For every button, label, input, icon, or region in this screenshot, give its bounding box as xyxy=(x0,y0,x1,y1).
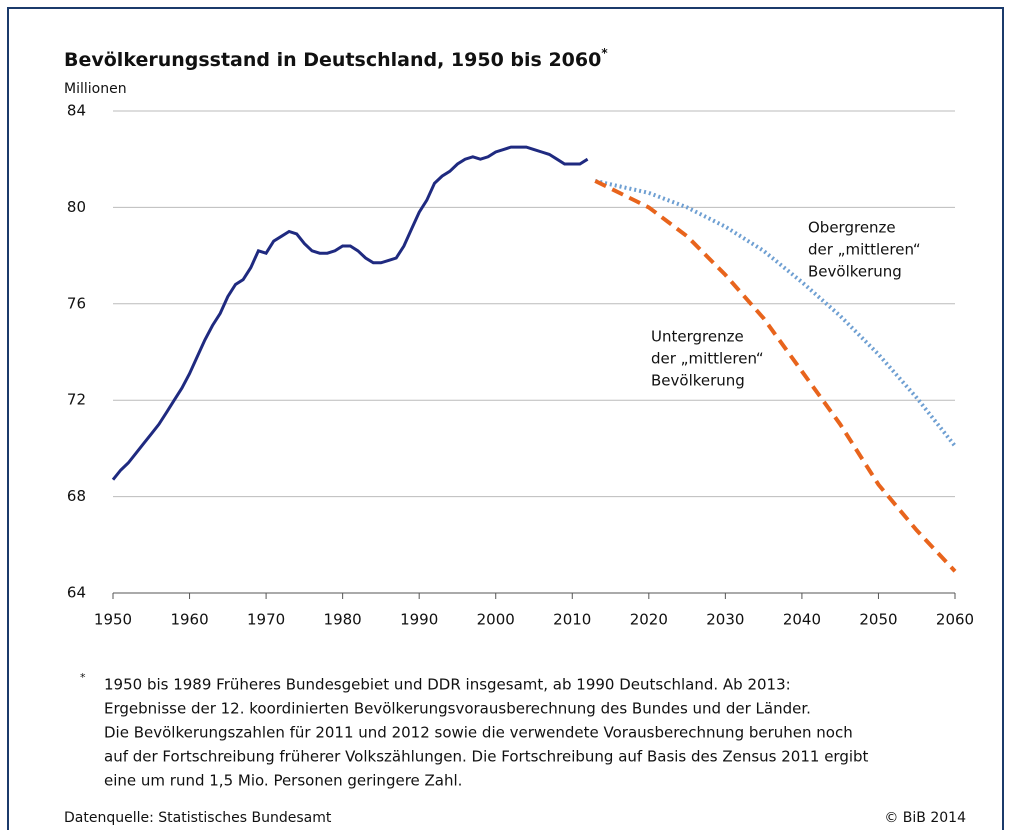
annotation: Obergrenze xyxy=(808,219,896,237)
x-tick-label: 2010 xyxy=(553,611,591,629)
x-tick-label: 2040 xyxy=(783,611,821,629)
x-tick-label: 2020 xyxy=(630,611,668,629)
source: Datenquelle: Statistisches Bundesamt xyxy=(64,810,332,826)
chart-title: Bevölkerungsstand in Deutschland, 1950 b… xyxy=(64,46,608,71)
annotation: Bevölkerung xyxy=(651,372,745,390)
title-text: Bevölkerungsstand in Deutschland, 1950 b… xyxy=(64,49,601,71)
series-line xyxy=(111,145,589,481)
series-line xyxy=(594,179,957,573)
x-tick-label: 1950 xyxy=(94,611,132,629)
x-tick-label: 2030 xyxy=(706,611,744,629)
y-tick-label: 76 xyxy=(67,294,86,312)
y-tick-label: 84 xyxy=(67,102,86,120)
footnote-line: 1950 bis 1989 Früheres Bundesgebiet und … xyxy=(104,676,791,694)
annotation: Bevölkerung xyxy=(808,263,902,281)
footnote-mark: * xyxy=(80,671,86,684)
x-tick-label: 1970 xyxy=(247,611,285,629)
x-tick-label: 1960 xyxy=(170,611,208,629)
x-tick-label: 2000 xyxy=(477,611,515,629)
y-tick-label: 80 xyxy=(67,198,86,216)
annotation: Untergrenze xyxy=(651,328,744,346)
series-line xyxy=(594,178,957,448)
footnote-line: eine um rund 1,5 Mio. Personen geringere… xyxy=(104,772,462,790)
footnote-line: Ergebnisse der 12. koordinierten Bevölke… xyxy=(104,700,811,718)
footnote-line: Die Bevölkerungszahlen für 2011 und 2012… xyxy=(104,724,853,742)
x-tick-label: 1980 xyxy=(324,611,362,629)
y-tick-label: 64 xyxy=(67,584,86,602)
y-axis-label: Millionen xyxy=(64,81,127,97)
title-mark: * xyxy=(601,46,608,60)
copyright: © BiB 2014 xyxy=(884,810,966,826)
y-tick-label: 68 xyxy=(67,487,86,505)
annotation: der „mittleren“ xyxy=(808,241,921,259)
y-tick-label: 72 xyxy=(67,391,86,409)
x-tick-label: 1990 xyxy=(400,611,438,629)
footnote-line: auf der Fortschreibung früherer Volkszäh… xyxy=(104,748,869,766)
x-tick-label: 2050 xyxy=(859,611,897,629)
frame xyxy=(7,7,1004,830)
x-tick-label: 2060 xyxy=(936,611,974,629)
annotation: der „mittleren“ xyxy=(651,350,764,368)
